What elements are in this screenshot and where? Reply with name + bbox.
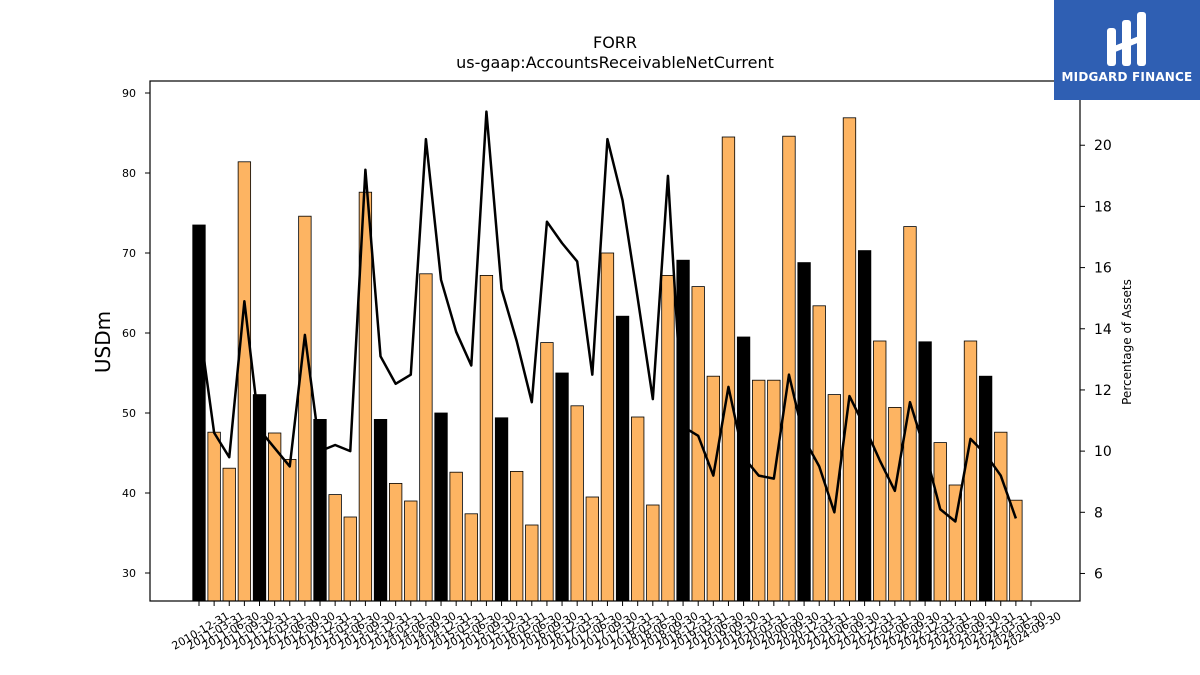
- bar: [388, 482, 403, 602]
- midgard-finance-logo: MIDGARD FINANCE: [1054, 0, 1200, 100]
- bar: [343, 516, 357, 602]
- bar: [434, 412, 448, 602]
- bar: [267, 432, 282, 602]
- bar: [615, 315, 630, 602]
- bar: [646, 504, 660, 602]
- bar: [691, 286, 705, 602]
- bar: [736, 336, 751, 602]
- y2-tick-label: 18: [1094, 199, 1112, 215]
- chart-subtitle: us-gaap:AccountsReceivableNetCurrent: [456, 53, 774, 72]
- bar: [479, 274, 494, 602]
- y-tick-label: 50: [122, 407, 136, 420]
- bar: [994, 431, 1008, 602]
- bar: [631, 416, 645, 602]
- bar: [978, 375, 993, 602]
- y-tick-label: 60: [122, 327, 136, 340]
- bar: [192, 224, 206, 602]
- bar: [373, 418, 388, 602]
- y-tick-label: 80: [122, 167, 136, 180]
- bar: [555, 372, 569, 602]
- bar: [933, 442, 947, 602]
- bar: [600, 252, 615, 602]
- bar: [510, 470, 524, 602]
- bar: [721, 136, 736, 602]
- y-tick-label: 90: [122, 87, 136, 100]
- y-tick-label: 40: [122, 487, 136, 500]
- bar: [404, 500, 418, 602]
- bar: [782, 135, 796, 602]
- bar: [767, 379, 781, 602]
- plot-area: 30405060708090681012141618202010-12-3120…: [122, 80, 1112, 653]
- bar: [585, 496, 599, 602]
- bar: [464, 513, 478, 602]
- bar: [570, 405, 584, 602]
- bar: [298, 215, 312, 602]
- y2-tick-label: 14: [1094, 322, 1112, 338]
- bar: [706, 375, 720, 602]
- y-axis-label: USDm: [91, 311, 115, 373]
- bar: [812, 305, 826, 602]
- bar: [283, 458, 297, 602]
- bar: [237, 161, 252, 602]
- y2-tick-label: 20: [1094, 138, 1112, 154]
- bar: [752, 379, 766, 602]
- midgard-finance-logo-icon: [1107, 12, 1146, 66]
- bar: [222, 467, 236, 602]
- bar: [540, 342, 554, 602]
- y2-tick-label: 12: [1094, 383, 1112, 399]
- y2-tick-label: 8: [1094, 505, 1103, 521]
- bar: [797, 262, 811, 602]
- y-tick-label: 70: [122, 247, 136, 260]
- logo-text: MIDGARD FINANCE: [1061, 70, 1193, 84]
- bar: [888, 406, 902, 602]
- bar: [494, 417, 509, 602]
- bar: [842, 117, 857, 602]
- y2-axis-label: Percentage of Assets: [1120, 279, 1134, 405]
- bar: [449, 471, 463, 602]
- bar: [963, 340, 978, 602]
- y2-tick-label: 16: [1094, 261, 1112, 277]
- y-tick-label: 30: [122, 567, 136, 580]
- bar: [661, 274, 675, 602]
- bar: [525, 524, 539, 602]
- y2-tick-label: 10: [1094, 444, 1112, 460]
- bar: [207, 431, 221, 602]
- chart-title: FORR: [593, 33, 637, 52]
- bar: [419, 273, 433, 602]
- bar: [328, 494, 342, 602]
- plot-frame: [149, 80, 1081, 602]
- y2-tick-label: 6: [1094, 566, 1103, 582]
